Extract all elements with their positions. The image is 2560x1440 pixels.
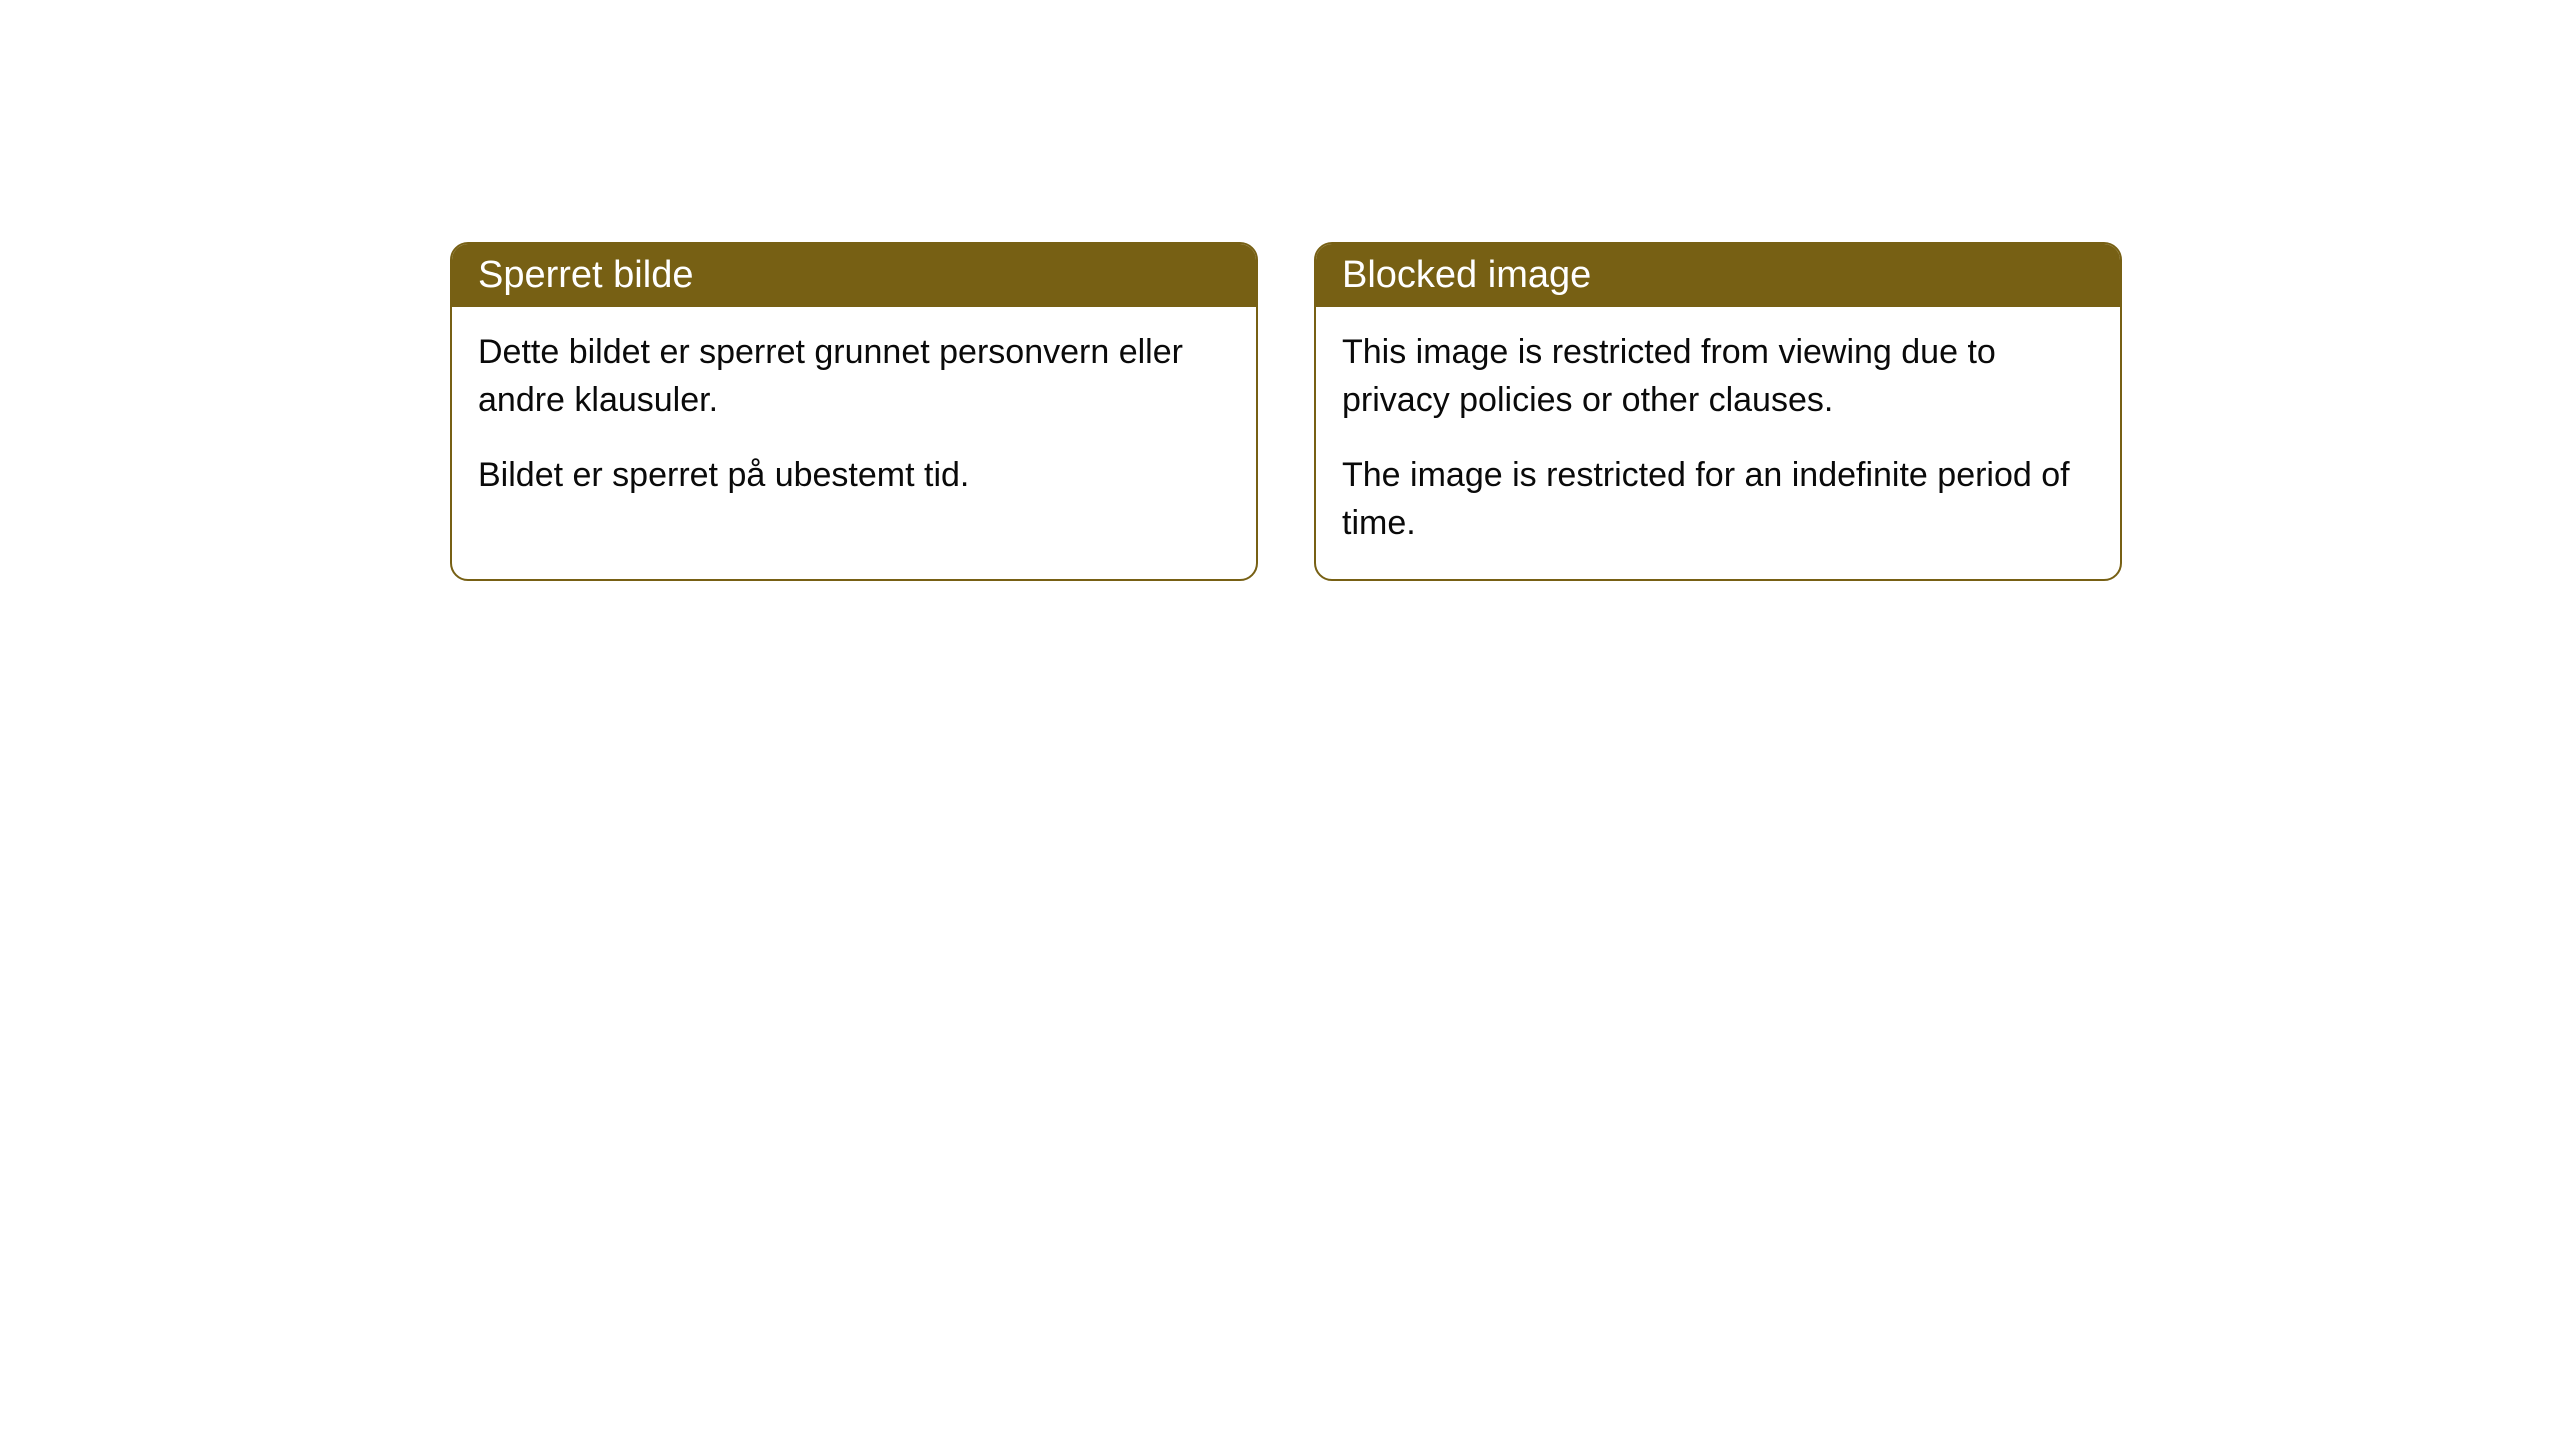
blocked-image-card-norwegian: Sperret bilde Dette bildet er sperret gr… [450,242,1258,581]
card-body: This image is restricted from viewing du… [1316,307,2120,579]
card-title: Blocked image [1342,254,1591,296]
card-header: Sperret bilde [452,244,1256,307]
card-title: Sperret bilde [478,254,693,296]
card-paragraph: The image is restricted for an indefinit… [1342,452,2094,547]
card-body: Dette bildet er sperret grunnet personve… [452,307,1256,532]
card-paragraph: Dette bildet er sperret grunnet personve… [478,329,1230,424]
card-paragraph: Bildet er sperret på ubestemt tid. [478,452,1230,500]
card-paragraph: This image is restricted from viewing du… [1342,329,2094,424]
blocked-image-card-english: Blocked image This image is restricted f… [1314,242,2122,581]
card-header: Blocked image [1316,244,2120,307]
notice-cards-container: Sperret bilde Dette bildet er sperret gr… [450,242,2122,581]
